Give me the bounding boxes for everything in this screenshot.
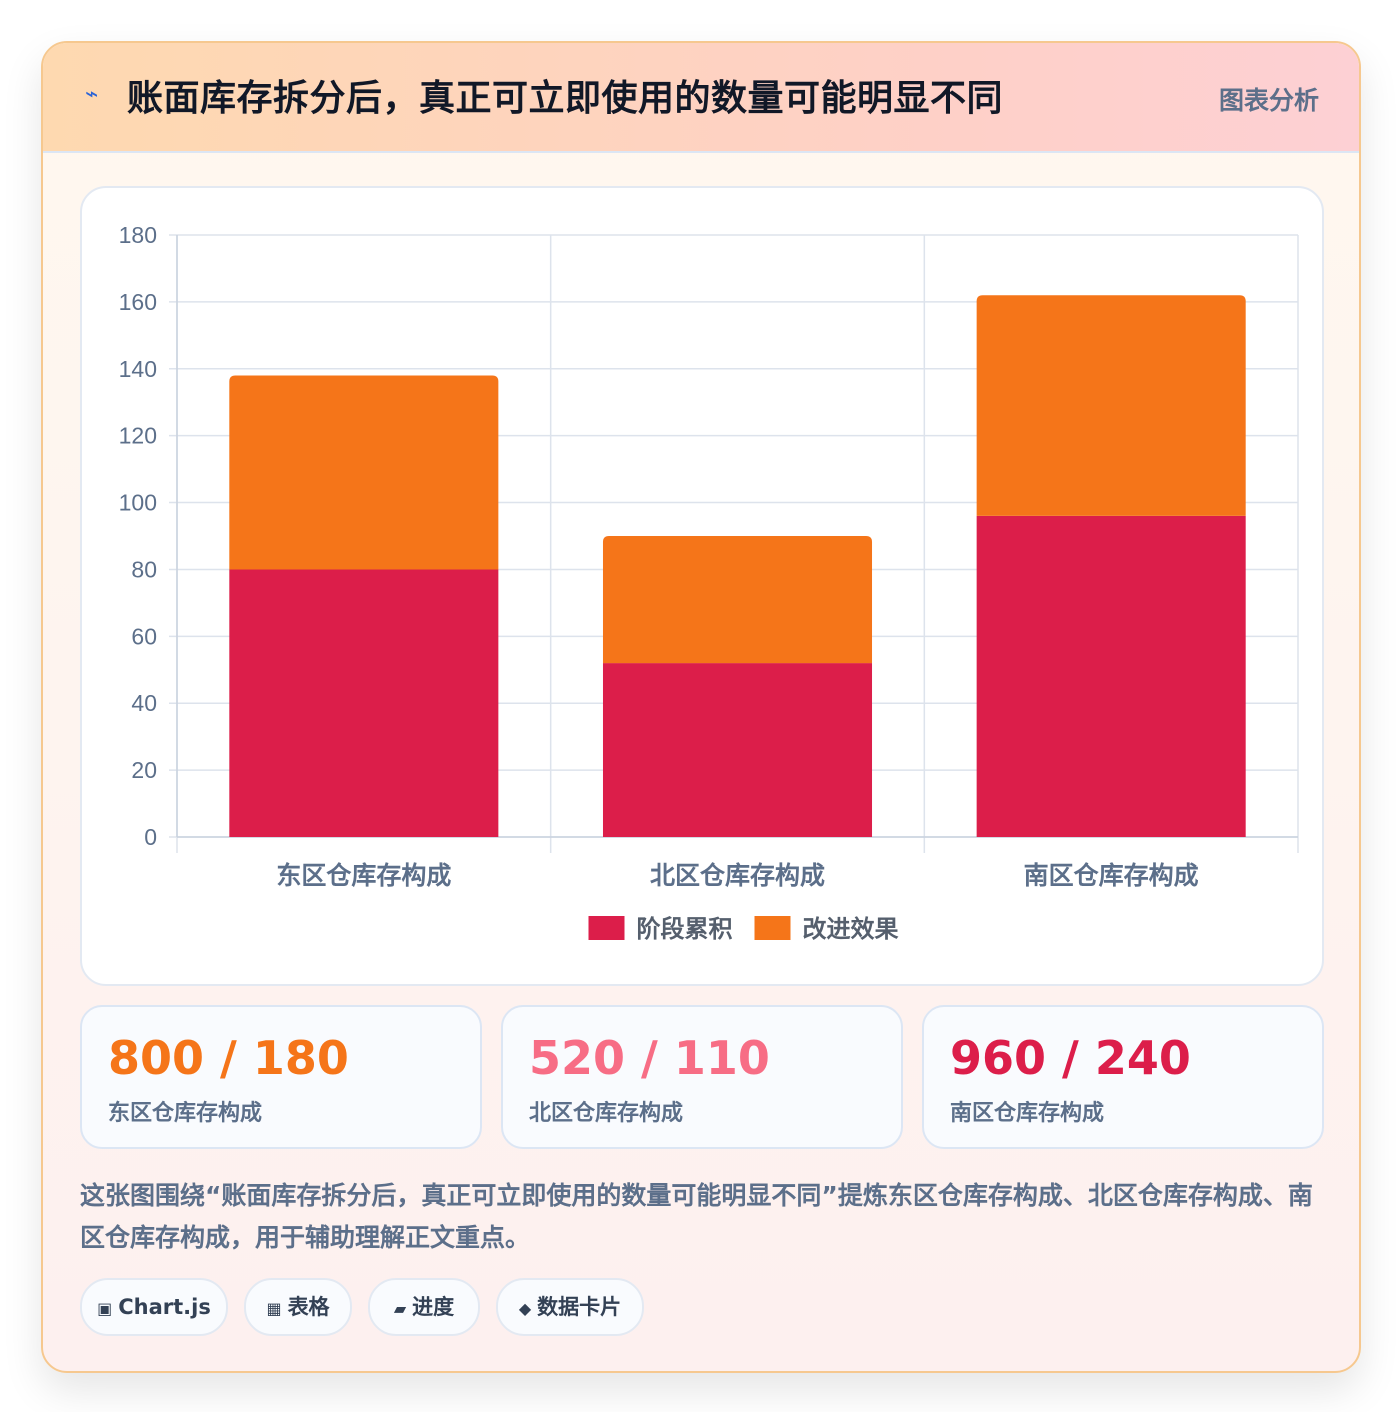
bar-segment-1 xyxy=(976,515,1246,837)
tag-data-cards[interactable]: ◆ 数据卡片 xyxy=(496,1278,644,1336)
legend-swatch xyxy=(588,916,625,940)
chart-container: 0 20 40 60 80 100 120 140 160 180 东区仓库存构成 北区仓库存构成 南区… xyxy=(80,186,1324,986)
tag-label: 数据卡片 xyxy=(537,1295,622,1319)
page-title: 账面库存拆分后，真正可立即使用的数量可能明显不同 xyxy=(127,78,1004,119)
bar-segment-1 xyxy=(229,569,499,837)
x-tick-label: 北区仓库存构成 xyxy=(650,861,825,890)
y-tick-label: 40 xyxy=(131,690,157,716)
stacked-bar-chart: 0 20 40 60 80 100 120 140 160 180 东区仓库存构成 北区仓库存构成 南区… xyxy=(119,222,1299,943)
stat-label: 东区仓库存构成 xyxy=(108,1101,263,1126)
y-tick-label: 60 xyxy=(131,623,157,649)
bar-segment-2 xyxy=(229,375,499,570)
chart-description: 这张图围绕“账面库存拆分后，真正可立即使用的数量可能明显不同”提炼东区仓库存构成… xyxy=(80,1181,1313,1252)
stat-value: 960 / 240 xyxy=(950,1031,1191,1085)
stat-card-north: 520 / 110 北区仓库存构成 xyxy=(501,1005,903,1149)
y-tick-label: 120 xyxy=(119,423,157,449)
stat-card-east: 800 / 180 东区仓库存构成 xyxy=(80,1005,482,1149)
y-tick-label: 180 xyxy=(119,222,157,248)
y-tick-label: 20 xyxy=(131,757,157,783)
tag-table[interactable]: ▦ 表格 xyxy=(244,1278,352,1336)
legend-label: 阶段累积 xyxy=(637,915,733,943)
y-tick-label: 160 xyxy=(119,289,157,315)
tag-label: 进度 xyxy=(412,1295,455,1319)
lightning-icon: ⌁ xyxy=(85,82,99,107)
y-tick-label: 100 xyxy=(119,490,157,516)
square-icon: ▣ xyxy=(97,1299,113,1318)
stat-card-south: 960 / 240 南区仓库存构成 xyxy=(922,1005,1324,1149)
legend-swatch xyxy=(754,916,791,940)
bar-segment-2 xyxy=(602,536,873,664)
legend-label: 改进效果 xyxy=(803,915,899,943)
stat-label: 南区仓库存构成 xyxy=(950,1101,1105,1126)
x-tick-label: 东区仓库存构成 xyxy=(276,861,451,890)
tag-progress[interactable]: ▰ 进度 xyxy=(368,1278,480,1336)
tag-chartjs[interactable]: ▣ Chart.js xyxy=(80,1278,228,1336)
y-tick-label: 140 xyxy=(119,356,157,382)
tag-label: 表格 xyxy=(287,1295,330,1319)
diamond-icon: ◆ xyxy=(518,1299,532,1318)
card-header: ⌁ 账面库存拆分后，真正可立即使用的数量可能明显不同 图表分析 xyxy=(43,43,1359,153)
table-icon: ▦ xyxy=(266,1299,282,1318)
stat-value: 520 / 110 xyxy=(529,1031,770,1085)
y-tick-label: 0 xyxy=(144,824,157,850)
bar-segment-2 xyxy=(976,295,1246,516)
progress-icon: ▰ xyxy=(393,1299,407,1318)
chart-analysis-badge: 图表分析 xyxy=(1218,86,1319,115)
chart-card: ⌁ 账面库存拆分后，真正可立即使用的数量可能明显不同 图表分析 0 20 40 60 8… xyxy=(41,41,1361,1373)
bar-segment-1 xyxy=(602,663,873,837)
stat-label: 北区仓库存构成 xyxy=(529,1101,684,1126)
y-tick-label: 80 xyxy=(131,556,157,582)
x-tick-label: 南区仓库存构成 xyxy=(1024,861,1199,890)
tag-label: Chart.js xyxy=(118,1295,211,1319)
stat-value: 800 / 180 xyxy=(108,1031,349,1085)
